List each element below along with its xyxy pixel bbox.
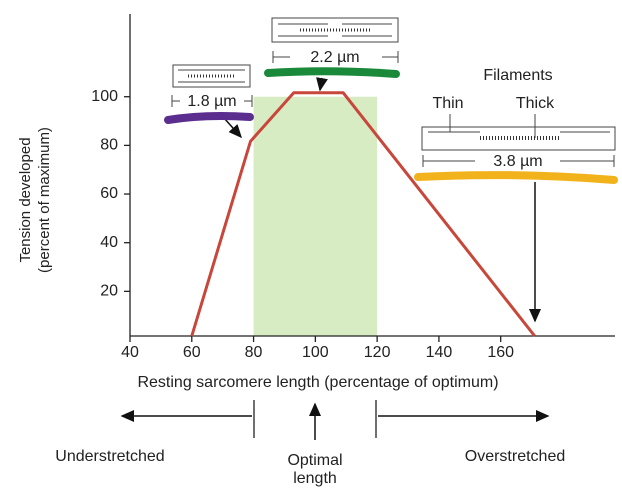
x-tick-label: 160 — [487, 344, 514, 361]
region-label: Optimal — [287, 452, 342, 469]
highlight — [164, 112, 254, 124]
highlight — [414, 171, 618, 184]
region-label: length — [293, 470, 337, 487]
region-label: Understretched — [55, 448, 164, 465]
y-tick-label: 60 — [100, 185, 118, 202]
x-tick-label: 80 — [245, 344, 263, 361]
x-tick-label: 120 — [364, 344, 391, 361]
sarcomere-diagram — [172, 64, 251, 88]
x-tick-label: 140 — [426, 344, 453, 361]
x-tick-label: 100 — [302, 344, 329, 361]
dimension-bracket — [422, 155, 615, 167]
x-axis-label: Resting sarcomere length (percentage of … — [137, 374, 498, 391]
sarcomere-length: 1.8 µm — [187, 93, 236, 110]
region-label: Overstretched — [465, 448, 565, 465]
highlight — [264, 67, 400, 78]
filament-label: Thin — [432, 95, 463, 112]
sarcomere-length: 3.8 µm — [493, 153, 542, 170]
y-tick-label: 20 — [100, 283, 118, 300]
region-arrows — [120, 400, 550, 440]
sarcomere-diagram — [421, 114, 616, 151]
optimal-region — [253, 96, 378, 336]
filament-label: Thick — [516, 95, 555, 112]
sarcomere-diagram — [271, 17, 399, 43]
y-tick-label: 80 — [100, 137, 118, 154]
tension-line — [190, 91, 536, 337]
x-tick-label: 40 — [121, 344, 139, 361]
arrow — [316, 77, 328, 92]
plot-area: 20 40 60 80 100 40 60 80 100 120 140 160 — [91, 14, 615, 361]
dimension-bracket — [171, 95, 253, 107]
y-tick-label: 100 — [91, 88, 118, 105]
sarcomere-length: 2.2 µm — [310, 49, 359, 66]
x-tick-label: 60 — [183, 344, 201, 361]
arrow — [223, 117, 243, 139]
y-axis-label: Tension developed — [17, 137, 34, 262]
dimension-bracket — [272, 51, 399, 63]
y-tick-label: 40 — [100, 234, 118, 251]
y-axis-label: (percent of maximum) — [36, 127, 53, 273]
filaments-title: Filaments — [483, 67, 552, 84]
